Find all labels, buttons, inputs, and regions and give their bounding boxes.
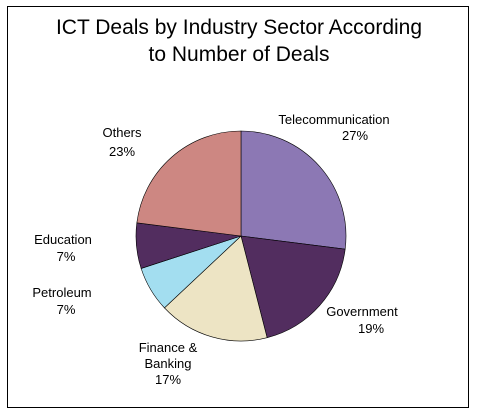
label-education-pct: 7% <box>57 249 76 264</box>
pie-slice-finance-banking <box>164 235 268 342</box>
pie-slice-others <box>136 130 242 237</box>
label-finance-pct: 17% <box>155 372 181 387</box>
label-petroleum-name: Petroleum <box>32 285 91 300</box>
label-government-name: Government <box>326 304 398 319</box>
label-petroleum-pct: 7% <box>57 302 76 317</box>
label-others-pct: 23% <box>109 144 135 159</box>
label-telecommunication-pct: 27% <box>342 128 368 143</box>
label-others-name: Others <box>102 125 142 140</box>
label-finance-name-line-2: Banking <box>145 356 192 371</box>
pie-slice-telecommunication <box>240 130 347 250</box>
label-telecommunication-name: Telecommunication <box>278 112 389 127</box>
pie-slices <box>135 130 347 342</box>
label-finance-name-line-1: Finance & <box>139 340 198 355</box>
pie-slice-government <box>240 235 346 339</box>
chart-title-line-2: to Number of Deals <box>148 43 330 66</box>
label-government-pct: 19% <box>358 321 384 336</box>
chart-title-line-1: ICT Deals by Industry Sector According <box>55 16 423 39</box>
chart-title: ICT Deals by Industry Sector According t… <box>0 14 478 68</box>
label-education-name: Education <box>34 232 92 247</box>
